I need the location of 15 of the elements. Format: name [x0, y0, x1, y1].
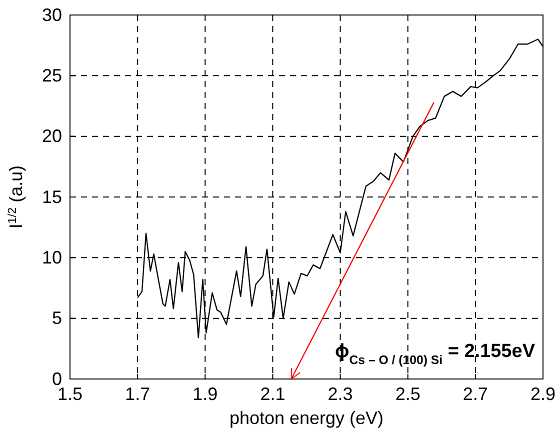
y-tick-label: 5 — [52, 308, 62, 328]
annotation: ϕ$_{Cs – O / (100) Si}$ = 2.155eV — [334, 341, 536, 367]
x-tick-label: 1.9 — [192, 384, 218, 404]
y-tick-label: 20 — [42, 126, 62, 146]
x-axis-title: photon energy (eV) — [229, 408, 384, 428]
x-tick-label: 2.1 — [260, 384, 286, 404]
y-tick-label: 10 — [42, 247, 62, 268]
y-tick-label: 30 — [42, 4, 62, 25]
x-tick-label: 2.9 — [530, 384, 555, 404]
x-tick-label: 2.7 — [462, 384, 488, 404]
y-tick-label: 15 — [42, 186, 62, 207]
x-tick-label: 2.3 — [328, 384, 353, 404]
y-tick-label: 25 — [42, 65, 62, 86]
x-tick-label: 1.7 — [125, 384, 150, 404]
x-tick-label: 2.5 — [395, 384, 420, 404]
